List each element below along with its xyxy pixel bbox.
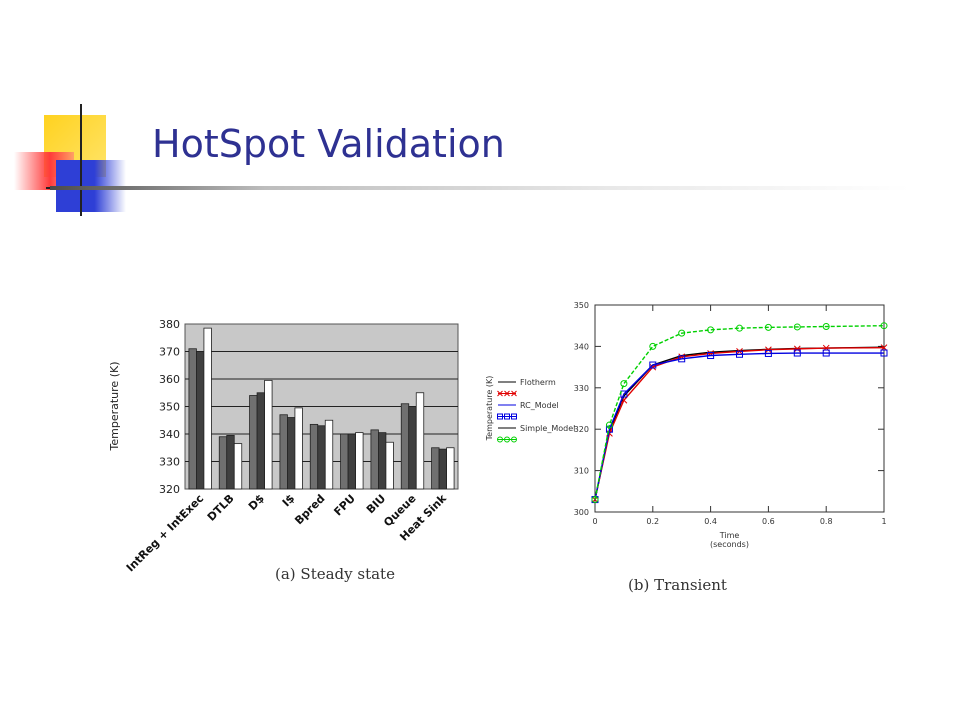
- legend-marker: [504, 390, 510, 397]
- series-point: [736, 350, 743, 358]
- x-tick-label: 1: [881, 517, 886, 526]
- legend-marker: [497, 436, 503, 443]
- bar: [233, 443, 243, 490]
- y-tick-label: 360: [159, 373, 180, 386]
- y-tick-label: 320: [159, 483, 180, 496]
- y-axis-label: Temperature (K): [108, 362, 121, 452]
- y-tick-label: 310: [574, 467, 589, 476]
- legend-marker: [497, 413, 503, 420]
- series-point: [880, 349, 888, 357]
- steady-state-caption: (a) Steady state: [275, 565, 395, 583]
- y-tick-label: 370: [159, 346, 180, 359]
- x-axis-label: Time: [719, 531, 740, 540]
- x-tick-label: 0.4: [704, 517, 717, 526]
- series-point: [620, 380, 628, 388]
- legend-marker: [511, 413, 517, 420]
- series-point: [736, 324, 743, 332]
- series-line: [594, 352, 884, 500]
- transient-caption: (b) Transient: [628, 576, 727, 594]
- series-point: [591, 496, 599, 504]
- y-tick-label: 350: [574, 301, 589, 310]
- legend-marker: [497, 390, 503, 397]
- x-tick-label: 0.8: [820, 517, 833, 526]
- y-axis-label: Temperature (K): [485, 376, 494, 442]
- decorative-vertical-line: [80, 104, 82, 216]
- series-line: [594, 325, 885, 500]
- series-point: [678, 329, 686, 337]
- y-tick-label: 340: [574, 342, 589, 351]
- bar: [324, 419, 334, 490]
- legend-label: Flotherm: [520, 378, 556, 387]
- bar: [203, 327, 212, 490]
- series-point: [793, 349, 801, 357]
- bar: [385, 441, 394, 490]
- x-axis-label: (seconds): [710, 540, 749, 549]
- x-tick-label: 0: [592, 517, 597, 526]
- y-tick-label: 320: [574, 425, 589, 434]
- series-point: [649, 342, 657, 350]
- slide-title: HotSpot Validation: [152, 122, 505, 166]
- legend-label: Simple_Model: [520, 424, 575, 433]
- plot-frame: [594, 304, 885, 513]
- bar: [264, 379, 273, 490]
- series-point: [764, 349, 772, 357]
- y-tick-label: 380: [159, 318, 180, 331]
- series-point: [765, 346, 772, 354]
- y-tick-label: 300: [574, 508, 589, 517]
- series-point: [707, 326, 715, 334]
- x-tick-label: 0.2: [646, 517, 659, 526]
- series-point: [606, 429, 613, 437]
- series-point: [822, 349, 830, 357]
- series-point: [764, 323, 772, 331]
- series-point: [649, 361, 657, 369]
- y-tick-label: 350: [159, 401, 180, 414]
- bar: [294, 407, 303, 490]
- series-point: [678, 355, 686, 363]
- title-underline: [50, 186, 910, 190]
- y-tick-label: 340: [159, 428, 180, 441]
- series-point: [605, 421, 613, 429]
- bar: [415, 392, 425, 490]
- legend-marker: [504, 436, 510, 443]
- y-tick-label: 330: [159, 456, 180, 469]
- series-point: [880, 322, 888, 330]
- bar: [355, 432, 364, 490]
- x-tick-label: 0.6: [762, 517, 775, 526]
- legend-marker: [504, 413, 510, 420]
- legend-label: RC_Model: [520, 401, 559, 410]
- series-point: [707, 352, 715, 360]
- series-point: [822, 323, 830, 331]
- bar: [446, 447, 455, 490]
- legend-marker: [511, 436, 517, 443]
- legend-marker: [511, 390, 517, 397]
- series-point: [793, 345, 801, 353]
- series-point: [793, 323, 801, 331]
- y-tick-label: 330: [574, 384, 589, 393]
